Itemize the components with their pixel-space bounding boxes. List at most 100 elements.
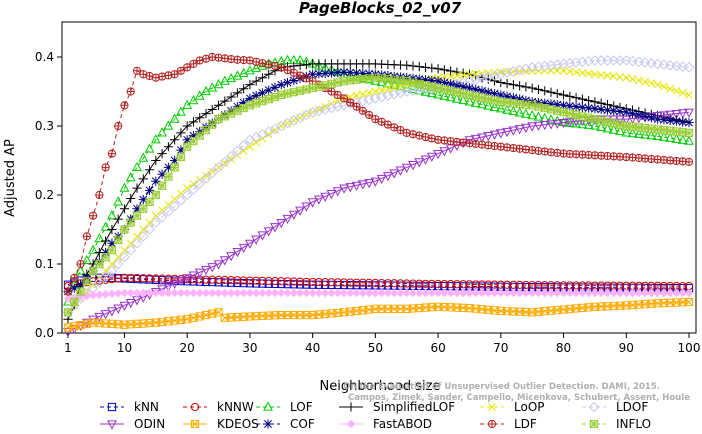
data-point-ldof (68, 300, 80, 311)
data-point-cof (464, 83, 475, 93)
data-point-inflo (684, 128, 694, 137)
data-point-knnw (496, 280, 505, 289)
data-point-cof (138, 195, 148, 205)
data-point-simplifiedlof (239, 84, 249, 94)
data-point-ldof (206, 167, 218, 179)
data-point-cof (414, 74, 424, 84)
data-point-inflo (364, 74, 374, 83)
data-point-inflo (308, 83, 317, 93)
data-point-simplifiedlof (402, 60, 412, 70)
data-point-simplifiedlof (188, 117, 199, 127)
data-point-knnw (214, 275, 223, 284)
data-point-odin (263, 227, 274, 237)
data-point-loop (452, 71, 461, 80)
x-tick-label: 30 (242, 341, 257, 355)
data-point-inflo (82, 277, 91, 286)
data-point-lof (144, 143, 155, 153)
data-point-knnw (126, 273, 135, 283)
data-point-knnw (277, 277, 286, 286)
data-point-simplifiedlof (163, 142, 173, 152)
data-point-fastabod (345, 288, 355, 298)
data-point-fastabod (352, 288, 361, 298)
data-point-knnw (509, 280, 518, 289)
data-point-odin (495, 129, 506, 139)
data-point-fastabod (333, 288, 343, 298)
data-point-loop (565, 67, 574, 76)
data-point-inflo (264, 94, 273, 104)
credit-note: On the Evaluation of Unsupervised Outlie… (343, 382, 690, 403)
data-point-loop (139, 225, 148, 234)
data-point-odin (546, 120, 556, 130)
data-point-simplifiedlof (138, 174, 148, 184)
data-point-cof (144, 185, 155, 195)
data-point-odin (251, 235, 262, 245)
x-tick-label: 60 (430, 341, 445, 355)
y-tick-label: 0.0 (35, 326, 54, 340)
data-point-fastabod (621, 288, 631, 298)
data-point-fastabod (295, 288, 305, 298)
data-point-ldf (82, 232, 91, 241)
data-point-odin (414, 158, 425, 168)
data-point-lof (226, 72, 237, 83)
data-point-fastabod (659, 288, 669, 298)
legend-item-ldf: LDF (480, 417, 537, 431)
data-point-knnw (233, 276, 242, 285)
data-point-fastabod (458, 288, 468, 298)
data-point-knnw (408, 279, 418, 288)
data-point-cof (345, 67, 355, 78)
data-point-simplifiedlof (113, 214, 123, 224)
data-point-simplifiedlof (170, 135, 180, 145)
data-point-cof (678, 117, 688, 127)
data-point-inflo (63, 308, 73, 317)
data-point-inflo (95, 259, 104, 269)
data-point-cof (251, 91, 261, 101)
data-point-ldof (238, 140, 249, 151)
data-point-cof (565, 101, 575, 111)
data-point-fastabod (634, 288, 644, 298)
data-point-knnw (114, 274, 123, 283)
data-point-cof (540, 98, 550, 108)
data-point-inflo (302, 85, 311, 94)
data-point-simplifiedlof (458, 68, 468, 78)
data-point-simplifiedlof (176, 128, 186, 138)
data-point-fastabod (239, 288, 248, 298)
data-point-lof (451, 93, 462, 103)
data-point-inflo (176, 152, 186, 162)
series-kdeos (63, 297, 694, 332)
data-point-ldof (131, 237, 143, 249)
data-point-ldof (520, 63, 532, 75)
data-point-loop (383, 84, 392, 93)
data-point-cof (496, 90, 506, 100)
data-point-inflo (258, 97, 267, 106)
data-point-simplifiedlof (527, 83, 537, 93)
data-point-lof (652, 130, 663, 140)
data-point-simplifiedlof (107, 224, 117, 235)
data-point-ldof (489, 70, 500, 81)
data-point-ldof (144, 224, 155, 235)
legend-marker (346, 419, 356, 429)
legend-label: LDOF (616, 400, 648, 414)
data-point-fastabod (596, 288, 606, 298)
data-point-odin (345, 183, 356, 193)
data-point-inflo (233, 106, 242, 115)
data-point-lof (182, 99, 193, 109)
data-point-simplifiedlof (226, 92, 236, 102)
data-point-fastabod (678, 288, 688, 298)
legend-label: ODIN (134, 417, 165, 431)
data-point-odin (188, 271, 199, 281)
data-point-lof (138, 152, 149, 162)
data-point-lof (665, 132, 676, 142)
data-point-simplifiedlof (301, 59, 311, 70)
data-point-loop (220, 159, 229, 168)
data-point-knnw (208, 275, 217, 284)
data-point-ldf (63, 287, 73, 296)
data-point-fastabod (672, 288, 681, 298)
data-point-inflo (164, 172, 173, 181)
data-point-odin (477, 133, 487, 143)
data-point-knnw (515, 280, 524, 290)
data-point-ldf (339, 94, 349, 103)
data-point-knnw (371, 278, 380, 288)
data-point-cof (308, 69, 318, 79)
data-point-odin (175, 276, 186, 287)
data-point-loop (126, 239, 135, 248)
